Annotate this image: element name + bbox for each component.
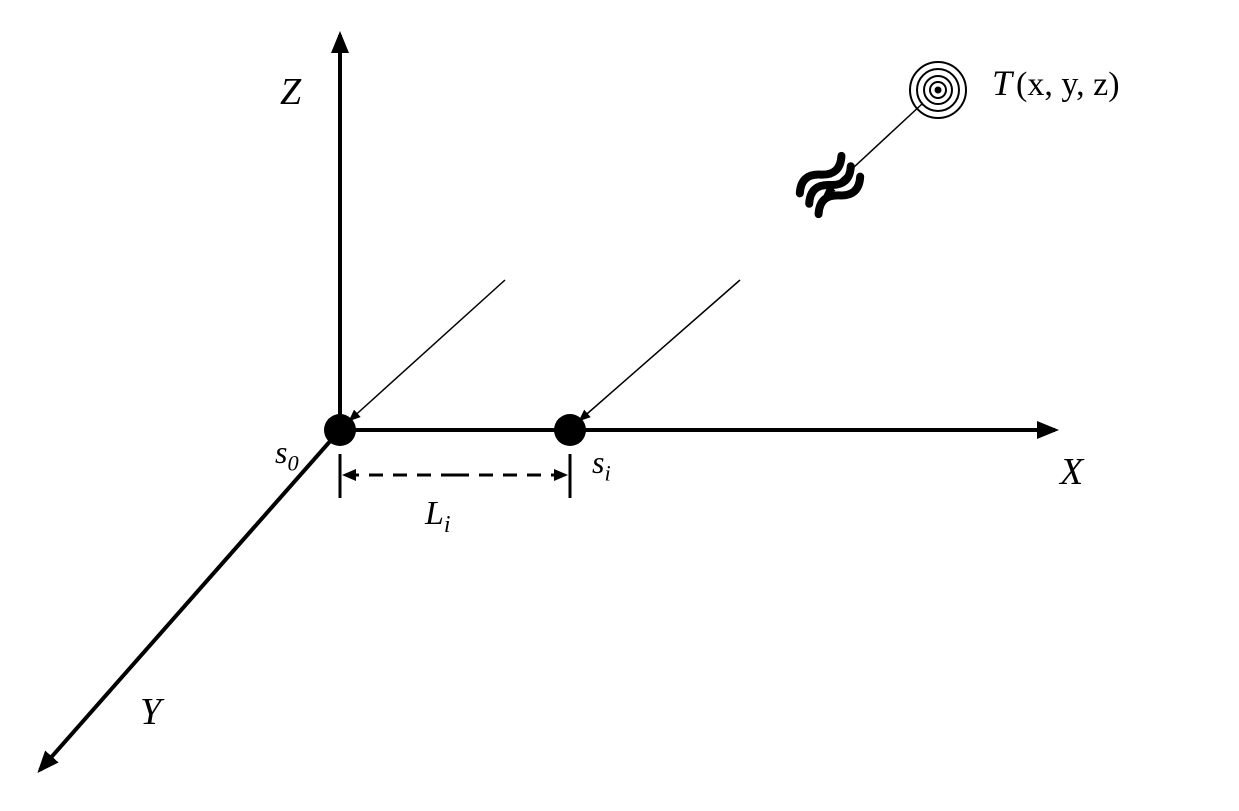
x-axis-label: X <box>1060 450 1083 494</box>
wave-icon <box>795 151 865 220</box>
y-axis <box>40 430 340 770</box>
source-target-icon <box>910 62 966 118</box>
sensor-s0 <box>324 414 356 446</box>
ray-to-si <box>580 280 740 420</box>
y-axis-label: Y <box>140 690 161 734</box>
sensor-si <box>554 414 586 446</box>
distance-label: Li <box>425 495 451 539</box>
z-axis-label: Z <box>280 70 301 114</box>
sensor-s0-label: s0 <box>275 434 299 476</box>
sensor-si-label: si <box>592 444 611 486</box>
ray-to-s0 <box>350 280 505 420</box>
coordinate-diagram <box>0 0 1239 811</box>
source-label: T(x, y, z) <box>992 62 1120 104</box>
